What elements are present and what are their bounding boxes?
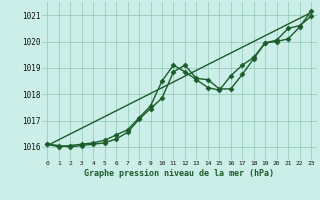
X-axis label: Graphe pression niveau de la mer (hPa): Graphe pression niveau de la mer (hPa) (84, 169, 274, 178)
